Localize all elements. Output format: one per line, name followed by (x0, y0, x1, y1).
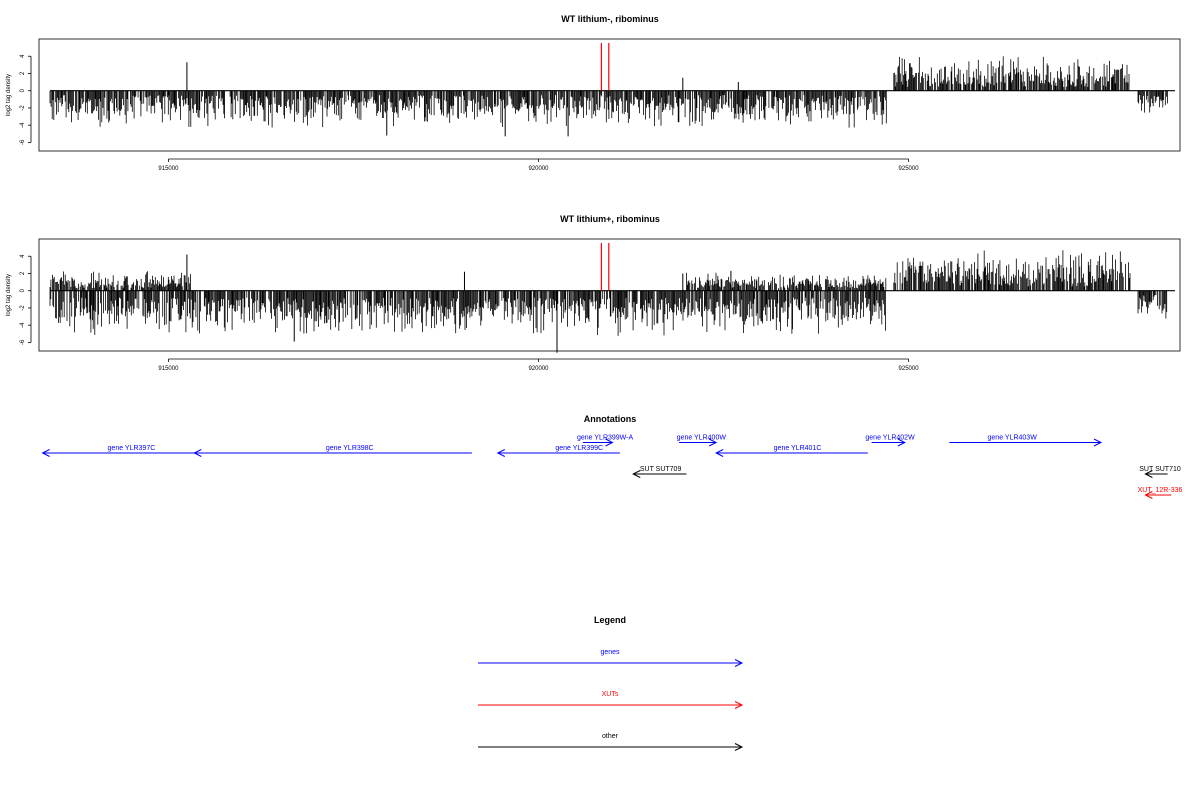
panel-title: WT lithium-, ribominus (561, 14, 659, 24)
legend-item-xuts: XUTs (478, 691, 744, 709)
y-tick-label: -2 (20, 105, 26, 111)
legend-label: genes (600, 649, 620, 656)
feature-label: SUT SUT710 (1139, 466, 1181, 473)
legend-items: genes XUTs other (478, 649, 744, 751)
axes: -6 -4 -2 0 2 4 915000 920000 925000 (20, 254, 919, 372)
annotation-feature: gene YLR403W (949, 435, 1103, 447)
annotation-feature: gene YLR402W (865, 435, 915, 447)
coverage-panel-lithium-plus: WT lithium+, ribominus log2 tag density … (6, 214, 1181, 372)
annotation-feature: gene YLR399C (496, 445, 620, 457)
annotation-feature: XUT_12R-336 (1138, 487, 1183, 499)
coverage-bars (49, 43, 1175, 137)
y-tick-label: -6 (20, 139, 26, 145)
feature-arrow-head (708, 438, 718, 447)
annotation-feature: gene YLR397C (41, 445, 195, 457)
feature-label: gene YLR401C (774, 445, 822, 452)
legend-title: Legend (594, 615, 626, 625)
annotation-feature: SUT SUT710 (1139, 466, 1181, 478)
y-tick-label: -6 (20, 339, 26, 345)
y-tick-label: -2 (20, 305, 26, 311)
legend-arrow-head (734, 743, 744, 751)
x-tick-label: 915000 (158, 366, 179, 372)
feature-label: SUT SUT709 (640, 466, 682, 473)
legend-arrow-head (734, 701, 744, 709)
feature-label: gene YLR403W (988, 435, 1038, 442)
panel-title: WT lithium+, ribominus (560, 214, 660, 224)
feature-arrow-head (715, 449, 724, 457)
coverage-bars (49, 243, 1175, 353)
annotation-feature: gene YLR401C (715, 445, 868, 457)
x-tick-label: 920000 (528, 166, 549, 172)
feature-label: gene YLR399C (555, 445, 603, 452)
legend-label: other (602, 733, 619, 740)
feature-arrow-head (897, 438, 906, 447)
legend-arrow-head (734, 659, 744, 667)
x-tick-label: 925000 (899, 166, 920, 172)
x-tick-label: 925000 (899, 366, 920, 372)
annotation-feature: gene YLR398C (193, 445, 472, 457)
y-axis-label: log2 tag density (6, 74, 12, 116)
feature-arrow-head (1093, 438, 1103, 447)
feature-label: XUT_12R-336 (1138, 487, 1183, 494)
y-tick-label: 0 (20, 288, 26, 292)
plot-frame (38, 38, 1181, 152)
annotations-track: Annotations gene YLR397C gene YLR398C gene… (41, 414, 1183, 499)
coverage-panel-lithium-minus: WT lithium-, ribominus log2 tag density … (6, 14, 1181, 172)
y-tick-label: 0 (20, 88, 26, 92)
annotations-title: Annotations (584, 414, 637, 424)
feature-label: gene YLR397C (108, 445, 156, 452)
feature-label: gene YLR398C (326, 445, 374, 452)
feature-arrow-head (193, 449, 202, 457)
feature-arrow-head (1144, 470, 1153, 478)
legend-item-genes: genes (478, 649, 744, 667)
annotation-feature: SUT SUT709 (632, 466, 687, 478)
y-axis-label: log2 tag density (6, 274, 12, 316)
y-tick-label: -4 (20, 122, 26, 128)
feature-label: gene YLR399W-A (577, 435, 633, 442)
y-tick-label: 4 (20, 254, 26, 258)
y-tick-label: -4 (20, 322, 26, 328)
annotation-features: gene YLR397C gene YLR398C gene YLR399C gene… (41, 435, 1183, 499)
feature-label: gene YLR400W (677, 435, 727, 442)
feature-label: gene YLR402W (865, 435, 915, 442)
legend: Legend genes XUTs other (478, 615, 744, 751)
y-tick-label: 4 (20, 54, 26, 58)
feature-arrow-head (41, 449, 50, 457)
y-tick-label: 2 (20, 271, 26, 275)
feature-arrow-head (632, 470, 641, 478)
x-tick-label: 915000 (158, 166, 179, 172)
annotation-feature: gene YLR399W-A (577, 435, 634, 447)
legend-label: XUTs (602, 691, 619, 698)
legend-item-other: other (478, 733, 744, 751)
x-tick-label: 920000 (528, 366, 549, 372)
feature-arrow-head (1144, 491, 1153, 499)
annotation-feature: gene YLR400W (677, 435, 727, 447)
y-tick-label: 2 (20, 71, 26, 75)
plot-frame (38, 238, 1181, 352)
feature-arrow-head (496, 449, 506, 457)
axes: -6 -4 -2 0 2 4 915000 920000 925000 (20, 54, 919, 172)
feature-arrow-head (605, 438, 614, 447)
